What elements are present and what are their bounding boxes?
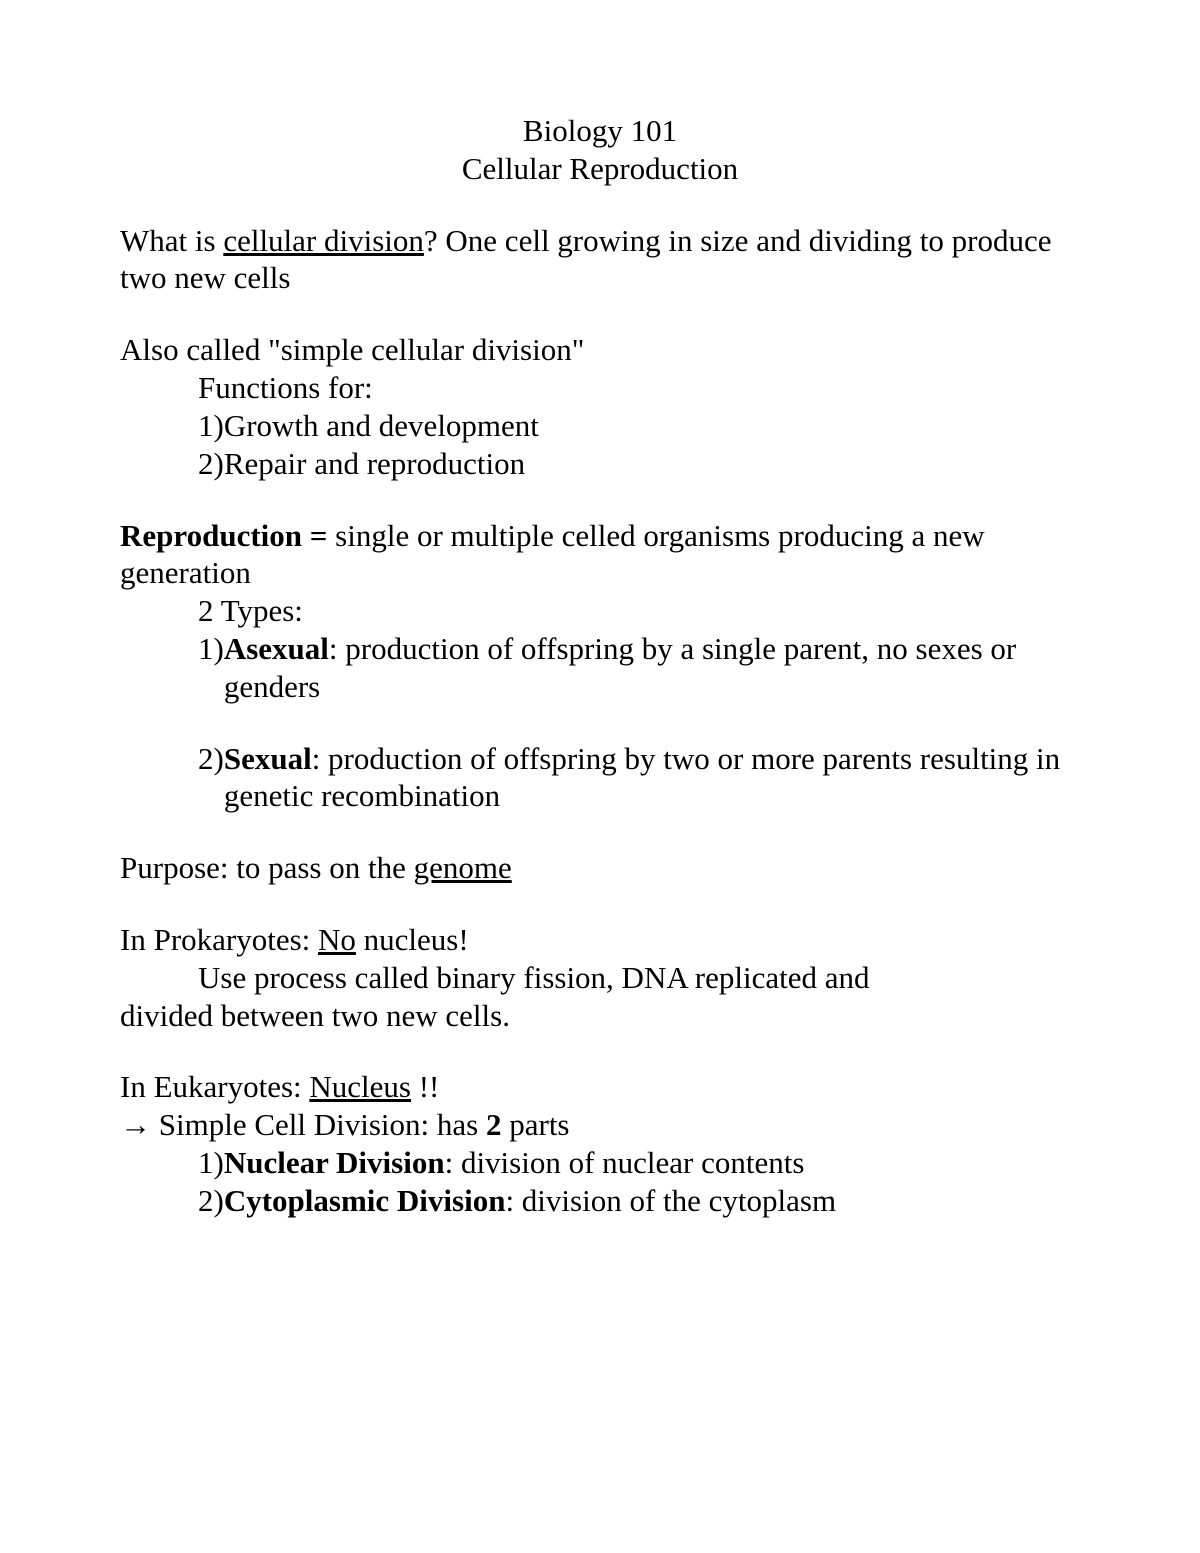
functions-item: 2) Repair and reproduction <box>120 445 1080 483</box>
list-text: Sexual: production of offspring by two o… <box>224 740 1080 816</box>
eukaryotes-two: 2 <box>486 1107 502 1142</box>
prokaryotes-line: In Prokaryotes: No nucleus! <box>120 921 1080 959</box>
purpose-term: genome <box>414 850 512 885</box>
header-line-1: Biology 101 <box>120 112 1080 150</box>
division-desc: : division of nuclear contents <box>445 1145 805 1180</box>
reproduction-line: Reproduction = single or multiple celled… <box>120 517 1080 593</box>
definition-term: cellular division <box>223 223 424 258</box>
prokaryotes-detail: Use process called binary fission, DNA r… <box>120 959 1080 997</box>
purpose-line: Purpose: to pass on the genome <box>120 849 1080 887</box>
prokaryotes-after: nucleus! <box>356 922 469 957</box>
eukaryotes-underline: Nucleus <box>309 1069 411 1104</box>
eukaryotes-after: !! <box>411 1069 439 1104</box>
division-desc: : division of the cytoplasm <box>505 1183 836 1218</box>
eukaryotes-item: 2) Cytoplasmic Division: division of the… <box>120 1182 1080 1220</box>
reproduction-block: Reproduction = single or multiple celled… <box>120 517 1080 816</box>
list-number: 1) <box>198 407 224 445</box>
eukaryotes-simple-after: parts <box>501 1107 569 1142</box>
functions-label: Functions for: <box>120 369 1080 407</box>
page-header: Biology 101 Cellular Reproduction <box>120 112 1080 188</box>
list-number: 2) <box>198 1182 224 1220</box>
prokaryotes-detail-indent: Use process called binary fission, DNA r… <box>120 959 869 997</box>
prokaryotes-detail-wrap: divided between two new cells. <box>120 997 1080 1035</box>
arrow-icon: → <box>120 1107 159 1142</box>
eukaryotes-lead: In Eukaryotes: <box>120 1069 309 1104</box>
simple-division-line: Also called "simple cellular division" <box>120 331 1080 369</box>
eukaryotes-item: 1) Nuclear Division: division of nuclear… <box>120 1144 1080 1182</box>
purpose-lead: Purpose: to pass on the <box>120 850 414 885</box>
list-number: 2) <box>198 445 224 483</box>
eukaryotes-simple-lead: Simple Cell Division: has <box>159 1107 486 1142</box>
eukaryotes-simple-line: → Simple Cell Division: has 2 parts <box>120 1106 1080 1144</box>
simple-division-block: Also called "simple cellular division" F… <box>120 331 1080 482</box>
list-text: Nuclear Division: division of nuclear co… <box>224 1144 1080 1182</box>
list-number: 1) <box>198 1144 224 1182</box>
document-page: Biology 101 Cellular Reproduction What i… <box>0 0 1200 1553</box>
header-line-2: Cellular Reproduction <box>120 150 1080 188</box>
prokaryotes-block: In Prokaryotes: No nucleus! Use process … <box>120 921 1080 1034</box>
prokaryotes-lead: In Prokaryotes: <box>120 922 318 957</box>
division-name: Cytoplasmic Division <box>224 1183 506 1218</box>
definition-lead: What is <box>120 223 223 258</box>
reproduction-term: Reproduction = <box>120 518 327 553</box>
type-desc: : production of offspring by two or more… <box>224 741 1060 814</box>
eukaryotes-block: In Eukaryotes: Nucleus !! → Simple Cell … <box>120 1068 1080 1219</box>
list-text: Repair and reproduction <box>224 445 1080 483</box>
type-name: Asexual <box>224 631 329 666</box>
list-text: Growth and development <box>224 407 1080 445</box>
types-item: 2) Sexual: production of offspring by tw… <box>120 740 1080 816</box>
types-item: 1) Asexual: production of offspring by a… <box>120 630 1080 706</box>
eukaryotes-line: In Eukaryotes: Nucleus !! <box>120 1068 1080 1106</box>
definition-paragraph: What is cellular division? One cell grow… <box>120 222 1080 298</box>
types-label: 2 Types: <box>120 592 1080 630</box>
type-desc: : production of offspring by a single pa… <box>224 631 1016 704</box>
division-name: Nuclear Division <box>224 1145 445 1180</box>
list-text: Cytoplasmic Division: division of the cy… <box>224 1182 1080 1220</box>
type-name: Sexual <box>224 741 312 776</box>
prokaryotes-underline: No <box>318 922 356 957</box>
list-number: 2) <box>198 740 224 816</box>
functions-item: 1) Growth and development <box>120 407 1080 445</box>
list-text: Asexual: production of offspring by a si… <box>224 630 1080 706</box>
list-number: 1) <box>198 630 224 706</box>
